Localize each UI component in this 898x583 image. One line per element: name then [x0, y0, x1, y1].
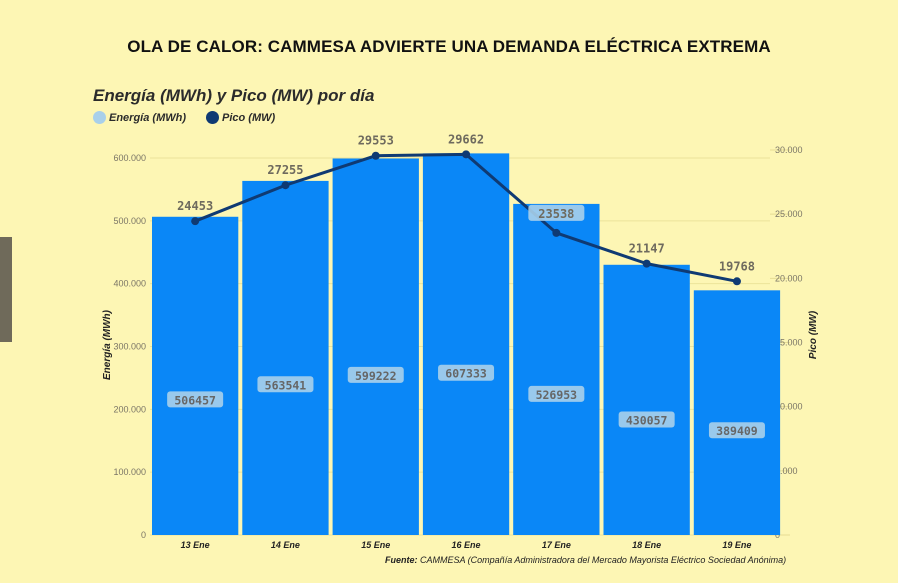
x-tick-label: 16 Ene [452, 540, 481, 550]
pico-line: 24453 27255 29553 29662 23538 21147 19768 [177, 132, 755, 286]
pico-point [732, 277, 741, 286]
legend-pico-label: Pico (MW) [222, 111, 276, 124]
y-tick-left: 500.000 [113, 216, 146, 226]
x-tick-label: 15 Ene [361, 540, 390, 550]
legend-energia-label: Energía (MWh) [109, 111, 186, 124]
bar-value-box [167, 391, 224, 408]
x-tick-label: 18 Ene [632, 540, 661, 550]
pico-value-label: 29553 [358, 134, 394, 148]
bar-value-box [257, 376, 314, 393]
y-tick-right: 30.000 [775, 145, 803, 155]
bar-value-box [528, 385, 585, 402]
pico-value-label: 21147 [629, 242, 665, 256]
pico-value-label: 23538 [538, 207, 574, 221]
bar-value-box [618, 411, 675, 428]
x-tick-label: 19 Ene [722, 540, 751, 550]
pico-value-label: 19768 [719, 259, 755, 273]
y-tick-right: 25.000 [775, 209, 803, 219]
y-tick-left: 200.000 [113, 404, 146, 414]
y-tick-right: 15.000 [775, 338, 803, 348]
headline: OLA DE CALOR: CAMMESA ADVIERTE UNA DEMAN… [127, 37, 771, 56]
bar-value-label: 430057 [626, 414, 668, 428]
bar [242, 180, 329, 536]
pico-point [552, 228, 561, 237]
bar [603, 264, 690, 535]
source-label: Fuente: [385, 555, 418, 565]
bar [693, 290, 781, 535]
bar [152, 216, 239, 535]
legend-item-energia: Energía (MWh) [93, 111, 186, 124]
bar [332, 158, 419, 536]
bar-value-label: 506457 [174, 393, 216, 407]
bar-value-box [708, 422, 765, 439]
bar-value-label: 607333 [445, 367, 487, 381]
y-tick-right: 10.000 [775, 402, 803, 412]
y-tick-left: 300.000 [113, 342, 146, 352]
x-tick-label: 14 Ene [271, 540, 300, 550]
y-tick-left: 0 [141, 530, 146, 540]
y-axis-left-title: Energía (MWh) [102, 309, 113, 380]
bar [422, 153, 510, 535]
bar-value-label: 526953 [536, 388, 578, 402]
pico-value-label: 29662 [448, 132, 484, 146]
pico-point [371, 151, 380, 160]
x-tick-label: 13 Ene [181, 540, 210, 550]
y-tick-left: 600.000 [113, 153, 146, 163]
pico-value-label: 24453 [177, 199, 213, 213]
bar-value-label: 599222 [355, 369, 397, 383]
bar-value-box [347, 366, 404, 383]
legend-item-pico: Pico (MW) [206, 111, 275, 124]
pico-value-label: 27255 [267, 163, 303, 177]
pico-point [462, 150, 471, 159]
y-axis-left: 0 100.000 200.000 300.000 400.000 500.000 600.… [113, 153, 146, 540]
legend-energia-marker [93, 111, 106, 124]
source-text: CAMMESA (Compañía Administradora del Mer… [417, 555, 787, 565]
x-axis: 13 Ene 14 Ene 15 Ene 16 Ene 17 Ene 18 Ene 19 E… [181, 540, 752, 550]
source-note: Fuente: CAMMESA (Compañía Administradora… [385, 555, 786, 565]
pico-value-box [528, 204, 585, 221]
chart-title: Energía (MWh) y Pico (MW) por día [93, 86, 375, 105]
bar-value-box [438, 364, 495, 381]
pico-point [642, 259, 651, 268]
y-tick-right: 20.000 [775, 273, 803, 283]
bar-value-label: 389409 [716, 424, 758, 438]
y-axis-right-title: Pico (MW) [808, 310, 819, 359]
bar [513, 203, 600, 535]
y-tick-right: 5.000 [775, 466, 798, 476]
bar-value-label: 563541 [265, 378, 307, 392]
legend: Energía (MWh) Pico (MW) [93, 111, 295, 124]
bars: 506457 563541 599222 607333 526953 430057 3894… [152, 153, 781, 536]
pico-point [191, 217, 200, 226]
pico-point [281, 181, 290, 190]
legend-pico-marker [206, 111, 219, 124]
side-panel-tab[interactable] [0, 237, 12, 342]
y-tick-left: 400.000 [113, 279, 146, 289]
x-tick-label: 17 Ene [542, 540, 571, 550]
y-tick-left: 100.000 [113, 467, 146, 477]
